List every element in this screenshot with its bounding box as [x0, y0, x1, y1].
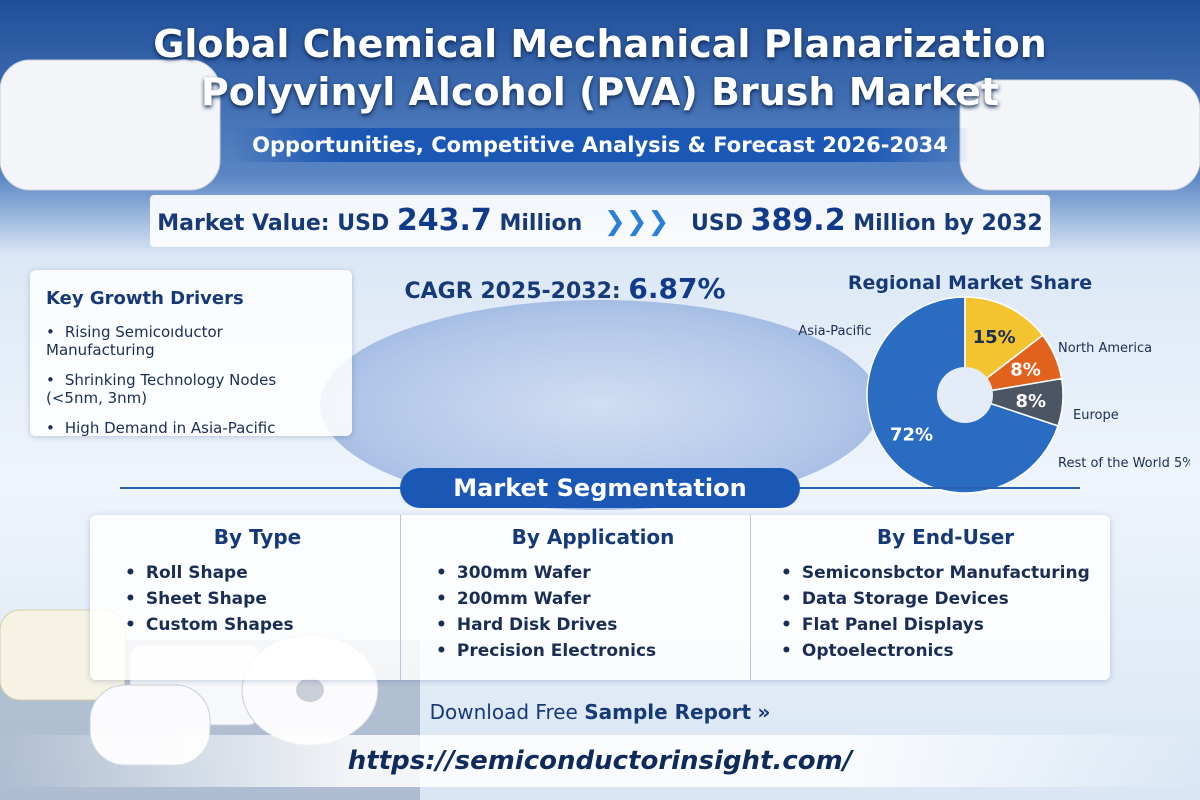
list-item: Custom Shapes — [125, 615, 390, 635]
url[interactable]: https://semiconductorinsight.com/ — [0, 735, 1200, 787]
list: Rising Semicoıductor Manufacturing Shrin… — [46, 323, 336, 437]
list: Semiconsbctor Manufacturing Data Storage… — [781, 563, 1110, 661]
brush-roller — [0, 59, 221, 191]
download-link[interactable]: Sample Report — [584, 700, 752, 724]
list-item: Hard Disk Drives — [436, 615, 750, 635]
list-item: 200mm Wafer — [436, 589, 750, 609]
slice-label: 72% — [890, 425, 933, 446]
unit: Million by 2032 — [853, 211, 1043, 236]
market-value: Market Value: USD 243.7 Million ❯❯❯ USD … — [150, 195, 1050, 247]
column-title: By Application — [511, 525, 675, 549]
list-item: 300mm Wafer — [436, 563, 750, 583]
list-item: Data Storage Devices — [781, 589, 1110, 609]
legend-label: North America — [1058, 341, 1152, 356]
column: By Application 300mm Wafer 200mm Wafer H… — [400, 515, 750, 680]
slice-label: 8% — [1016, 391, 1047, 412]
column-title: By Type — [213, 525, 302, 549]
unit: Million — [499, 211, 583, 236]
list-item: Sheet Shape — [125, 589, 390, 609]
column: By Type Roll Shape Sheet Shape Custom Sh… — [90, 515, 390, 680]
list-item: Shrinking Technology Nodes (<5nm, 3nm) — [46, 371, 336, 407]
segmentation-card: By Type Roll Shape Sheet Shape Custom Sh… — [90, 515, 1110, 680]
cagr: CAGR 2025-2032: 6.87% — [380, 272, 750, 305]
list-item: Rising Semicoıductor Manufacturing — [46, 323, 336, 359]
drivers-card: Key Growth Drivers Rising Semicoıductor … — [30, 270, 352, 437]
list-item: Optoelectronics — [781, 641, 1110, 661]
arrow: ❯❯❯ — [603, 207, 670, 237]
slice-label: 15% — [973, 327, 1016, 348]
value: 6.87% — [628, 272, 726, 305]
title: Polyvinyl Alcohol (PVA) Brush Market — [200, 70, 1000, 114]
list-item: Semiconsbctor Manufacturing — [781, 563, 1110, 583]
column-title: By End-User — [876, 525, 1015, 549]
pie-hole — [937, 367, 993, 423]
legend-label: Asia-Pacific — [798, 324, 871, 339]
download-text: Download Free — [429, 700, 578, 724]
title: Global Chemical Mechanical Planarization — [153, 22, 1047, 66]
label: Market Value: USD — [157, 211, 390, 236]
card-title: Key Growth Drivers — [46, 288, 244, 309]
legend-label: Europe — [1073, 408, 1119, 423]
legend-label: Rest of the World 5% — [1058, 456, 1190, 471]
arrow: » — [757, 700, 771, 724]
list-item: High Demand in Asia-Pacific — [46, 419, 336, 437]
column: By End-User Semiconsbctor Manufacturing … — [750, 515, 1110, 680]
value: 389.2 — [750, 203, 846, 238]
list-item: Precision Electronics — [436, 641, 750, 661]
label: USD — [691, 211, 743, 236]
value: 243.7 — [396, 203, 492, 238]
pie-title: Regional Market Share — [847, 272, 1093, 294]
pie-slice — [964, 377, 1064, 427]
subtitle: Opportunities, Competitive Analysis & Fo… — [230, 128, 970, 162]
list: 300mm Wafer 200mm Wafer Hard Disk Drives… — [436, 563, 750, 661]
list: Roll Shape Sheet Shape Custom Shapes — [125, 563, 390, 635]
list-item: Roll Shape — [125, 563, 390, 583]
pie-slice — [964, 296, 1044, 397]
slice-label: 8% — [1010, 360, 1041, 381]
section-title: Market Segmentation — [400, 468, 800, 508]
label: CAGR 2025-2032: — [404, 279, 621, 304]
list-item: Flat Panel Displays — [781, 615, 1110, 635]
download-line: Download Free Sample Report » — [0, 700, 1200, 724]
pie-chart: 72% Asia-Pacific 15% North America 8% Europe 8… — [798, 296, 1190, 494]
pva-ring-hole — [296, 678, 324, 702]
